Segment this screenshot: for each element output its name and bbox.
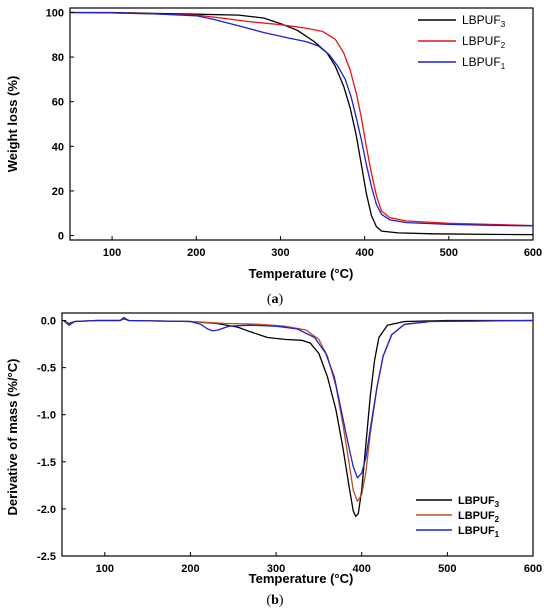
series-line-a-1 xyxy=(70,11,534,236)
chart-panel-a: 100 200 300 400 500 600 0 20 40 60 80 100 Temperatu… xyxy=(5,7,542,307)
ticks-group-a: 100 200 300 400 500 600 0 20 40 60 80 100 xyxy=(46,7,543,259)
x-tick-label-b: 400 xyxy=(353,563,371,575)
panel-caption-b: (b) xyxy=(266,593,283,608)
x-tick-label-b: 500 xyxy=(438,563,456,575)
y-tick-label-b: -2.0 xyxy=(37,504,56,516)
legend-a: LBPUF3 LBPUF2 LBPUF1 xyxy=(418,13,506,71)
y-tick-label-b: 0.0 xyxy=(41,316,56,328)
y-tick-label-b: -1.0 xyxy=(37,410,56,422)
y-tick-label-a: 100 xyxy=(46,7,64,19)
x-tick-label-a: 200 xyxy=(187,247,205,259)
legend-label-b-2: LBPUF2 xyxy=(458,510,500,524)
legend-label-a-3: LBPUF1 xyxy=(462,55,506,71)
y-tick-label-a: 80 xyxy=(52,52,64,64)
y-tick-label-a: 20 xyxy=(52,186,64,198)
series-line-a-3 xyxy=(69,11,534,227)
x-tick-label-b: 200 xyxy=(181,563,199,575)
series-group-b xyxy=(63,317,534,518)
panel-caption-a: (a) xyxy=(267,292,284,307)
y-tick-label-a: 0 xyxy=(58,231,64,243)
x-tick-label-a: 100 xyxy=(103,247,121,259)
x-tick-label-a: 500 xyxy=(440,247,458,259)
y-tick-label-b: -1.5 xyxy=(37,457,56,469)
legend-label-b-3: LBPUF1 xyxy=(458,525,500,539)
chart-panel-b: 100 200 300 400 500 600 0.0 -0.5 -1.0 -1.5 -2.0 -2.… xyxy=(5,312,542,608)
plot-area-b xyxy=(61,312,534,557)
x-tick-label-a: 400 xyxy=(355,247,373,259)
series-line-b-3 xyxy=(63,318,534,479)
ticks-group-b: 100 200 300 400 500 600 0.0 -0.5 -1.0 -1.5 -2.0 -2.… xyxy=(37,316,542,575)
y-tick-label-a: 60 xyxy=(52,97,64,109)
x-tick-label-b: 600 xyxy=(524,563,542,575)
y-tick-label-b: -0.5 xyxy=(37,363,56,375)
x-axis-title-a: Temperature (°C) xyxy=(249,266,354,281)
x-tick-label-a: 300 xyxy=(271,247,289,259)
y-axis-title-a: Weight loss (%) xyxy=(5,76,20,173)
y-tick-label-b: -2.5 xyxy=(37,551,56,563)
series-line-b-1 xyxy=(63,317,533,518)
series-group-a xyxy=(69,11,534,236)
series-line-a-2 xyxy=(69,11,534,227)
legend-label-b-1: LBPUF3 xyxy=(458,495,500,509)
legend-label-a-2: LBPUF2 xyxy=(462,34,506,50)
plot-area-a xyxy=(69,7,534,241)
x-tick-label-b: 100 xyxy=(96,563,114,575)
y-tick-label-a: 40 xyxy=(52,141,64,153)
x-axis-title-b: Temperature (°C) xyxy=(249,571,354,586)
x-tick-label-b: 300 xyxy=(267,563,285,575)
y-axis-title-b: Derivative of mass (%/°C) xyxy=(5,359,20,516)
legend-label-a-1: LBPUF3 xyxy=(462,13,506,29)
x-tick-label-a: 600 xyxy=(524,247,542,259)
